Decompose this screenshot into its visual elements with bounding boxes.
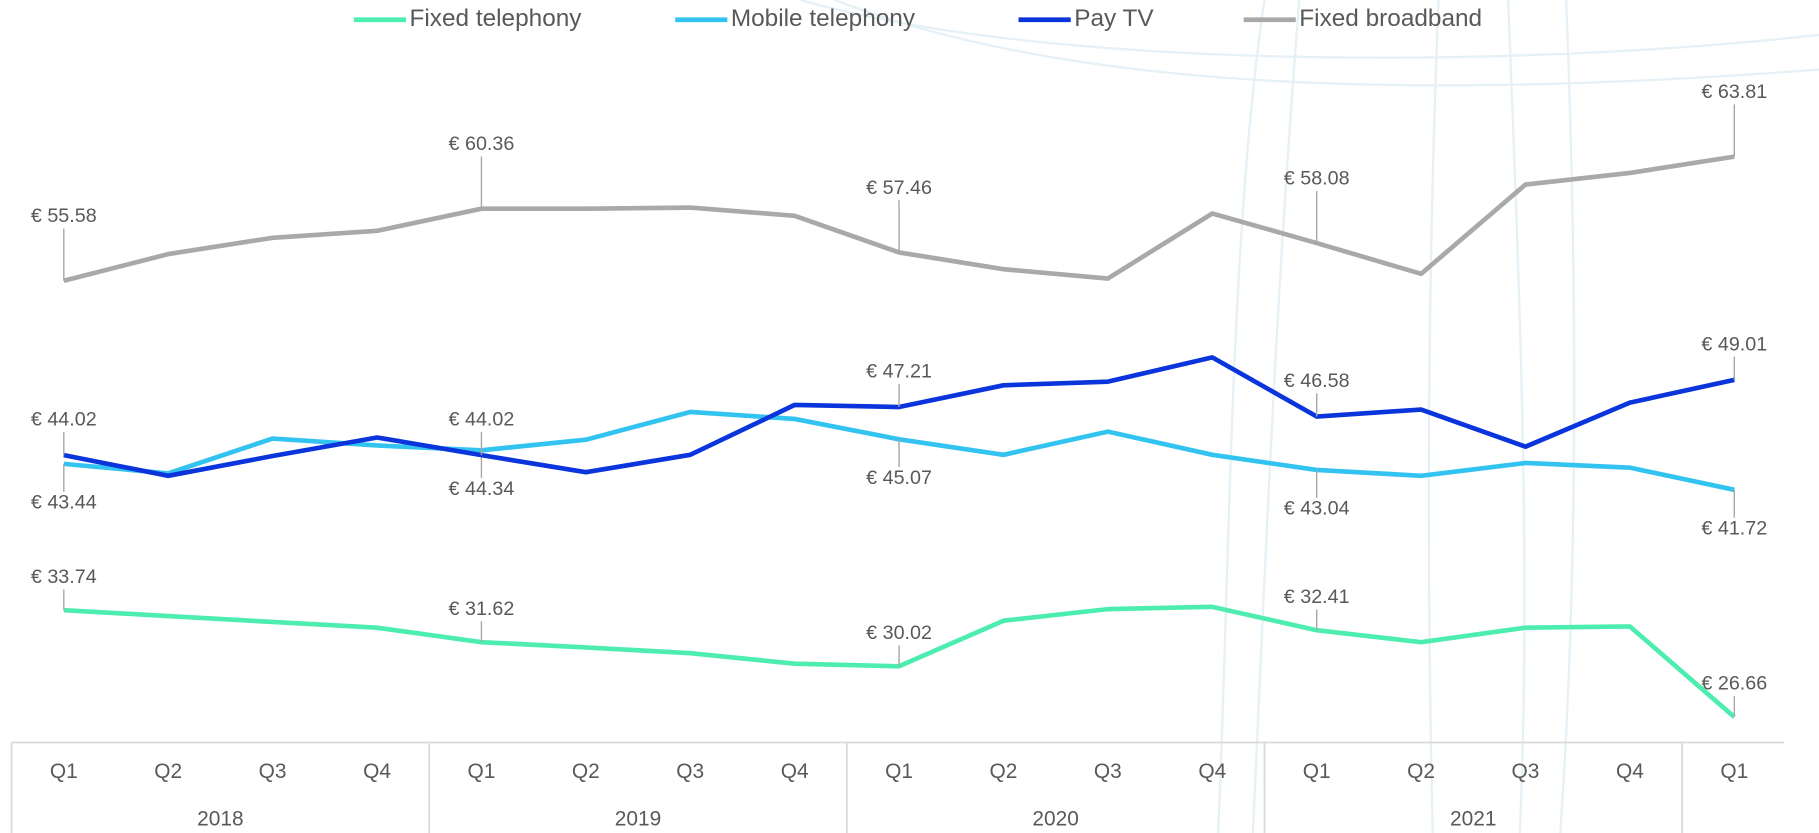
x-tick-label: Q4 (1198, 760, 1226, 783)
legend-label: Fixed telephony (410, 5, 583, 32)
data-label: € 49.01 (1701, 333, 1767, 355)
x-tick-label: Q1 (1720, 760, 1748, 783)
data-label: € 43.44 (31, 492, 97, 514)
x-tick-label: Q2 (154, 760, 182, 783)
data-label: € 57.46 (866, 177, 932, 199)
data-label: € 55.58 (31, 205, 97, 227)
x-group-label: 2021 (1450, 808, 1496, 831)
x-tick-label: Q2 (1407, 760, 1435, 783)
x-tick-label: Q1 (885, 760, 913, 783)
legend-label: Fixed broadband (1299, 5, 1482, 32)
data-label: € 26.66 (1701, 673, 1767, 695)
data-label: € 33.74 (31, 566, 97, 588)
data-label: € 41.72 (1701, 517, 1767, 539)
data-label: € 44.02 (31, 409, 97, 431)
x-group-label: 2018 (197, 808, 243, 831)
background-curves (800, 0, 1819, 833)
x-tick-label: Q3 (1094, 760, 1122, 783)
x-tick-label: Q1 (468, 760, 496, 783)
x-tick-label: Q1 (50, 760, 78, 783)
data-label: € 46.58 (1284, 370, 1350, 392)
legend-label: Pay TV (1074, 5, 1154, 32)
legend-label: Mobile telephony (731, 5, 916, 32)
data-label: € 32.41 (1284, 586, 1350, 608)
x-tick-label: Q3 (676, 760, 704, 783)
x-tick-label: Q2 (572, 760, 600, 783)
data-label: € 45.07 (866, 467, 932, 489)
x-tick-label: Q4 (781, 760, 809, 783)
line-series (63, 154, 1735, 284)
data-label: € 58.08 (1284, 167, 1350, 189)
data-label: € 63.81 (1701, 81, 1767, 103)
x-tick-label: Q1 (1303, 760, 1331, 783)
data-label: € 43.04 (1284, 498, 1350, 520)
x-tick-label: Q3 (259, 760, 287, 783)
x-group-label: 2019 (615, 808, 661, 831)
data-label: € 44.02 (449, 409, 515, 431)
data-label: € 31.62 (449, 598, 515, 620)
data-label: € 30.02 (866, 622, 932, 644)
x-group-label: 2020 (1032, 808, 1078, 831)
x-tick-label: Q2 (990, 760, 1018, 783)
x-tick-label: Q4 (363, 760, 391, 783)
data-label: € 60.36 (449, 133, 515, 155)
data-label: € 44.34 (449, 478, 515, 500)
x-tick-label: Q3 (1512, 760, 1540, 783)
x-tick-label: Q4 (1616, 760, 1644, 783)
data-label: € 47.21 (866, 360, 932, 382)
